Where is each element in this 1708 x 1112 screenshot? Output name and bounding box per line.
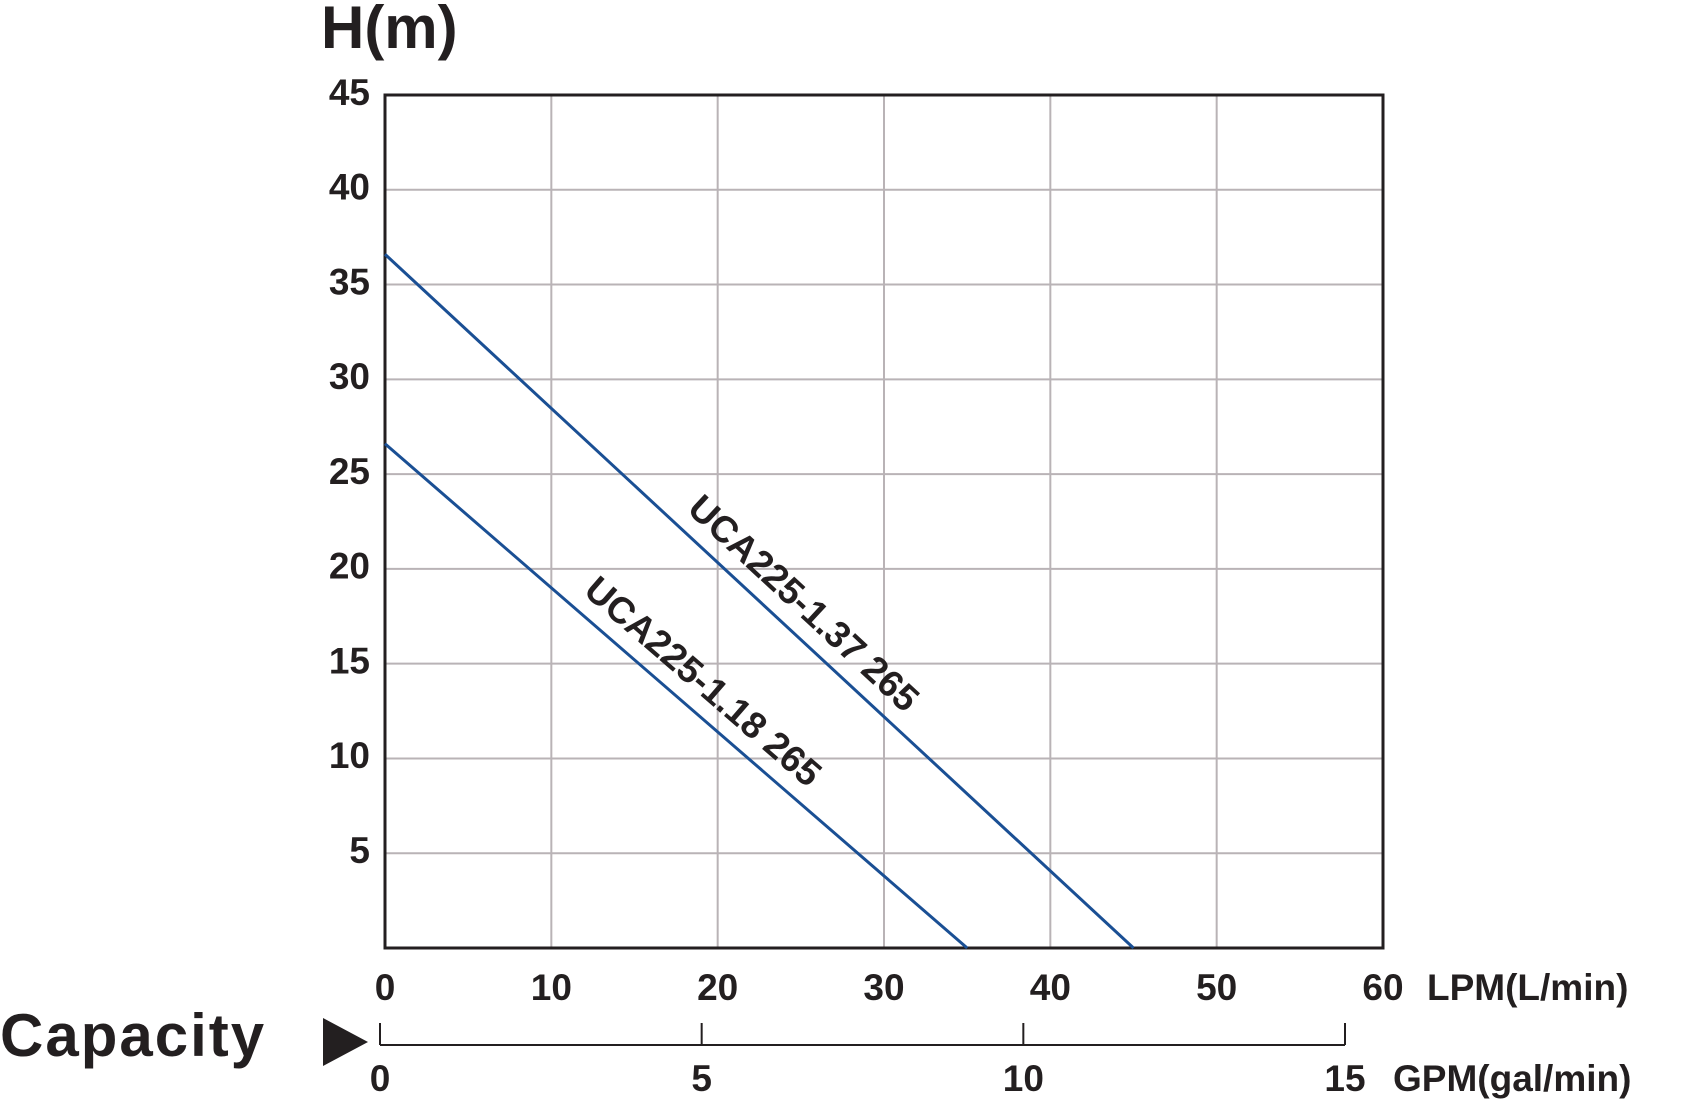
series-line: [384, 442, 969, 950]
x2-tick-label: 10: [1003, 1058, 1044, 1099]
y-tick-label: 25: [329, 451, 370, 492]
y-tick-label: 40: [329, 167, 370, 208]
plot-frame: [383, 93, 1385, 950]
series-line: [383, 253, 1135, 950]
y-tick-label: 20: [329, 546, 370, 587]
capacity-label: Capacity: [0, 1002, 266, 1069]
x2-axis-title: GPM(gal/min): [1393, 1058, 1631, 1099]
x-axis-title: LPM(L/min): [1427, 967, 1628, 1008]
y-tick-label: 30: [329, 356, 370, 397]
x2-tick-label: 0: [370, 1058, 391, 1099]
x-tick-label: 0: [375, 967, 396, 1008]
x-tick-label: 20: [697, 967, 738, 1008]
x-tick-label: 10: [531, 967, 572, 1008]
x-tick-label: 60: [1362, 967, 1403, 1008]
y-tick-label: 45: [329, 72, 370, 113]
y-tick-label: 10: [329, 735, 370, 776]
x-tick-label: 40: [1030, 967, 1071, 1008]
capacity-arrow: [323, 1018, 368, 1066]
y-tick-label: 15: [329, 640, 370, 681]
x-tick-label: 50: [1196, 967, 1237, 1008]
x-tick-label: 30: [863, 967, 904, 1008]
y-tick-label: 35: [329, 261, 370, 302]
y-axis-title: H(m): [321, 0, 458, 61]
x2-tick-label: 5: [691, 1058, 712, 1099]
x2-tick-label: 15: [1324, 1058, 1365, 1099]
y-tick-label: 5: [349, 830, 370, 871]
